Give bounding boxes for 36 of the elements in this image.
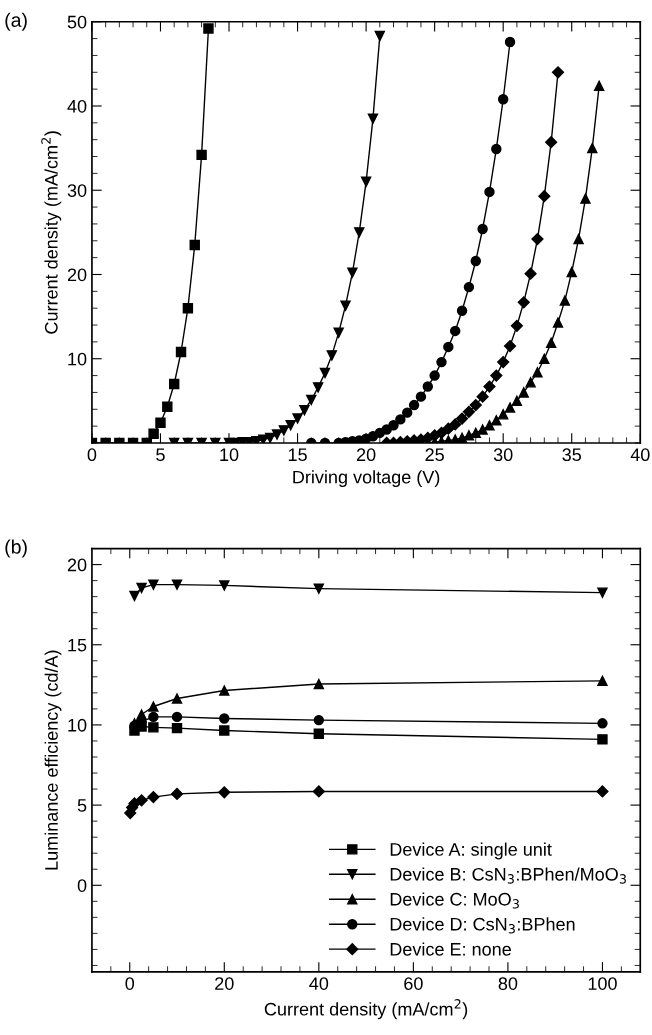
- legend-label: Device A: single unit: [390, 842, 552, 860]
- x-tick-label: 40: [309, 977, 329, 990]
- x-tick-label: 80: [498, 977, 518, 990]
- x-tick-label: 5: [156, 448, 165, 462]
- x-axis-title: Current density (mA/cm$^{2}$): [264, 999, 468, 1020]
- y-tick-label: 20: [67, 558, 87, 572]
- y-tick-label: 30: [67, 184, 87, 197]
- legend-label: Device B: CsN$_{3}$:BPhen/MoO$_{3}$: [390, 867, 626, 884]
- y-tick-label: 50: [67, 15, 87, 29]
- y-tick-label: 5: [77, 799, 87, 812]
- y-tick-label: 20: [67, 268, 87, 282]
- x-tick-label: 0: [125, 977, 135, 990]
- y-tick-label: 10: [68, 718, 87, 732]
- y-tick-label: 15: [68, 638, 87, 652]
- x-tick-label: 35: [562, 448, 582, 462]
- y-tick-label: 0: [77, 879, 87, 892]
- x-axis-title: Driving voltage (V): [293, 470, 440, 488]
- x-tick-label: 20: [356, 448, 376, 462]
- text: (a): [5, 12, 27, 31]
- x-tick-label: 40: [630, 448, 650, 462]
- y-tick-label: 10: [68, 352, 87, 366]
- x-tick-label: 30: [493, 448, 513, 462]
- x-tick-label: 25: [425, 448, 444, 462]
- x-tick-label: 60: [404, 977, 423, 990]
- legend-label: Device E: none: [390, 942, 511, 956]
- y-tick-label: 40: [67, 99, 87, 113]
- x-tick-label: 20: [215, 977, 234, 990]
- x-tick-label: 0: [87, 448, 97, 462]
- y-axis-title: Current density (mA/cm$^{2}$): [41, 131, 62, 334]
- legend-label: Device D: CsN$_{3}$:BPhen: [390, 917, 575, 934]
- legend-label: Device C: MoO$_{3}$: [390, 892, 519, 909]
- y-axis-title: Luminance efficiency (cd/A): [44, 650, 62, 870]
- x-tick-label: 100: [588, 977, 617, 990]
- x-tick-label: 15: [288, 448, 307, 462]
- x-tick-label: 10: [220, 448, 239, 462]
- text: (b): [5, 539, 27, 558]
